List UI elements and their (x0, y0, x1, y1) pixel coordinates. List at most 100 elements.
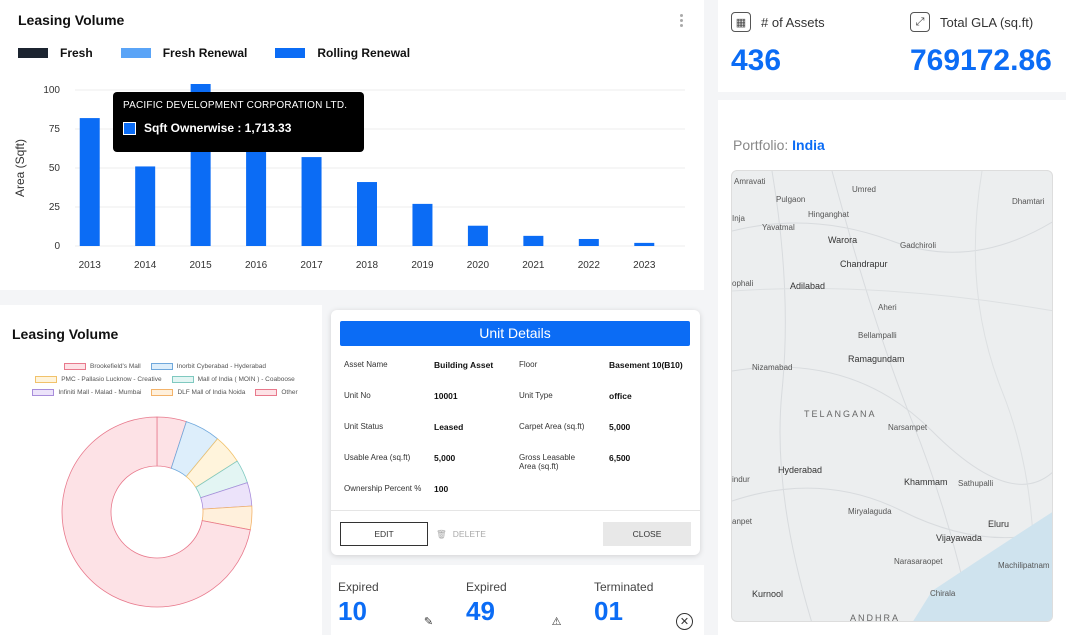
portfolio-value[interactable]: India (792, 137, 825, 153)
donut-chart (61, 416, 253, 608)
map-label: Nizamabad (752, 363, 793, 372)
donut-legend-item[interactable]: Infiniti Mall - Malad - Mumbai (32, 389, 141, 396)
map-roads (732, 171, 1052, 621)
divider (331, 510, 700, 511)
delete-button[interactable]: 🗑 DELETE (436, 522, 496, 546)
tooltip-value: Sqft Ownerwise : 1,713.33 (144, 121, 292, 135)
field-value: Leased (434, 422, 464, 432)
map-label: ANDHRA (850, 613, 901, 622)
kpi-assets-label: # of Assets (761, 14, 825, 30)
donut-legend: Brookefield's Mall Inorbit Cyberabad - H… (15, 363, 315, 402)
warning-icon: ⚠ (551, 616, 562, 628)
field-label: Gross Leasable Area (sq.ft) (519, 453, 576, 471)
kpi-assets: ▦ # of Assets 436 (731, 12, 825, 78)
map-label: ophali (732, 279, 754, 288)
leasing-volume-donut-card: Leasing Volume Brookefield's Mall Inorbi… (0, 305, 322, 635)
legend-item-fresh-renewal[interactable]: Fresh Renewal (120, 46, 247, 60)
stat-value: 10 (338, 596, 367, 626)
map-label: Sathupalli (958, 479, 994, 488)
field-value: 10001 (434, 391, 458, 401)
map-label: Chirala (930, 589, 956, 598)
stat-label: Terminated (594, 580, 654, 594)
map-label: Gadchiroli (900, 241, 937, 250)
map-label: Inja (732, 214, 745, 223)
map-label: Eluru (988, 519, 1010, 529)
x-tick-label: 2013 (79, 260, 102, 271)
donut-legend-item[interactable]: DLF Mall of India Noida (151, 389, 245, 396)
tooltip-company: PACIFIC DEVELOPMENT CORPORATION LTD. (123, 100, 348, 111)
map-label: Bellampalli (858, 331, 897, 340)
donut-legend-item[interactable]: Inorbit Cyberabad - Hyderabad (150, 363, 266, 370)
donut-legend-item[interactable]: Other (255, 389, 298, 396)
bar (467, 225, 488, 246)
x-tick-label: 2014 (134, 260, 157, 271)
map-label: indur (732, 475, 750, 484)
expand-icon: ⤢ (910, 12, 930, 32)
bar (135, 166, 156, 246)
legend-item-rolling-renewal[interactable]: Rolling Renewal (275, 46, 410, 60)
edit-button[interactable]: EDIT (340, 522, 428, 546)
map-label: Yavatmal (762, 223, 795, 232)
x-tick-label: 2020 (467, 260, 490, 271)
bar (412, 203, 433, 246)
map-label: Chandrapur (840, 259, 888, 269)
map-label: Machilipatnam (998, 561, 1050, 570)
x-tick-label: 2016 (245, 260, 268, 271)
x-tick-label: 2019 (411, 260, 434, 271)
field-label: Usable Area (sq.ft) (344, 453, 411, 462)
trash-icon: 🗑 (436, 528, 447, 539)
field-label: Floor (519, 360, 538, 369)
y-tick-label: 0 (54, 241, 60, 252)
kpi-gla-value: 769172.86 (910, 44, 1052, 77)
y-tick-label: 75 (49, 124, 61, 135)
donut-slice (61, 416, 251, 608)
kpi-gla: ⤢ Total GLA (sq.ft) 769172.86 (910, 12, 1052, 78)
x-tick-label: 2021 (522, 260, 545, 271)
map-view[interactable]: Amravati Umred Dhamtari Pulgaon Hingangh… (731, 170, 1053, 622)
kebab-menu-icon[interactable] (680, 12, 686, 29)
map-label: Narsampet (888, 423, 928, 432)
document-edit-icon: ✎ (423, 616, 434, 628)
x-tick-label: 2018 (356, 260, 379, 271)
map-label: Kurnool (752, 589, 784, 599)
map-label: Pulgaon (776, 195, 806, 204)
chart-tooltip: PACIFIC DEVELOPMENT CORPORATION LTD. Sqf… (113, 92, 364, 152)
stat-expired-2[interactable]: Expired 49 (466, 580, 507, 627)
bar-card-title: Leasing Volume (18, 12, 125, 28)
stat-value: 01 (594, 596, 623, 626)
map-label: Hyderabad (778, 465, 823, 475)
stat-expired-1[interactable]: Expired 10 (338, 580, 379, 627)
stat-label: Expired (338, 580, 379, 594)
close-button[interactable]: CLOSE (603, 522, 691, 546)
x-tick-label: 2017 (300, 260, 323, 271)
field-label: Carpet Area (sq.ft) (519, 422, 585, 431)
map-label: Hinganghat (808, 210, 849, 219)
portfolio-map-card: Portfolio: India Amravati Umred Dhamtari… (718, 100, 1066, 635)
map-label: Dhamtari (1012, 197, 1045, 206)
field-value: 5,000 (434, 453, 456, 463)
map-label: Umred (852, 185, 877, 194)
field-label: Unit Type (519, 391, 553, 400)
y-tick-label: 100 (43, 85, 60, 96)
field-value: 5,000 (609, 422, 631, 432)
map-label: Khammam (904, 477, 948, 487)
donut-legend-item[interactable]: Brookefield's Mall (64, 363, 141, 370)
y-axis-label: Area (Sqft) (13, 139, 27, 197)
map-label: Warora (828, 235, 858, 245)
stat-terminated[interactable]: Terminated 01 (594, 580, 653, 627)
donut-legend-item[interactable]: Mall of India ( MOIN ) - Coaboose (171, 376, 295, 383)
legend-item-fresh[interactable]: Fresh (18, 46, 93, 60)
y-tick-label: 25 (49, 202, 61, 213)
donut-card-title: Leasing Volume (12, 326, 119, 342)
map-label: Narasaraopet (894, 557, 943, 566)
donut-legend-item[interactable]: PMC - Pallasio Lucknow - Creative (35, 376, 162, 383)
field-label: Unit Status (344, 422, 384, 431)
x-tick-label: 2022 (578, 260, 601, 271)
leasing-volume-bar-card: Leasing Volume Fresh Fresh Renewal Rolli… (0, 0, 704, 290)
map-label: Aheri (878, 303, 897, 312)
bar (357, 182, 377, 246)
field-value: 6,500 (609, 453, 631, 463)
bar (523, 235, 544, 246)
field-label: Ownership Percent % (344, 484, 422, 493)
delete-label: DELETE (452, 529, 486, 539)
